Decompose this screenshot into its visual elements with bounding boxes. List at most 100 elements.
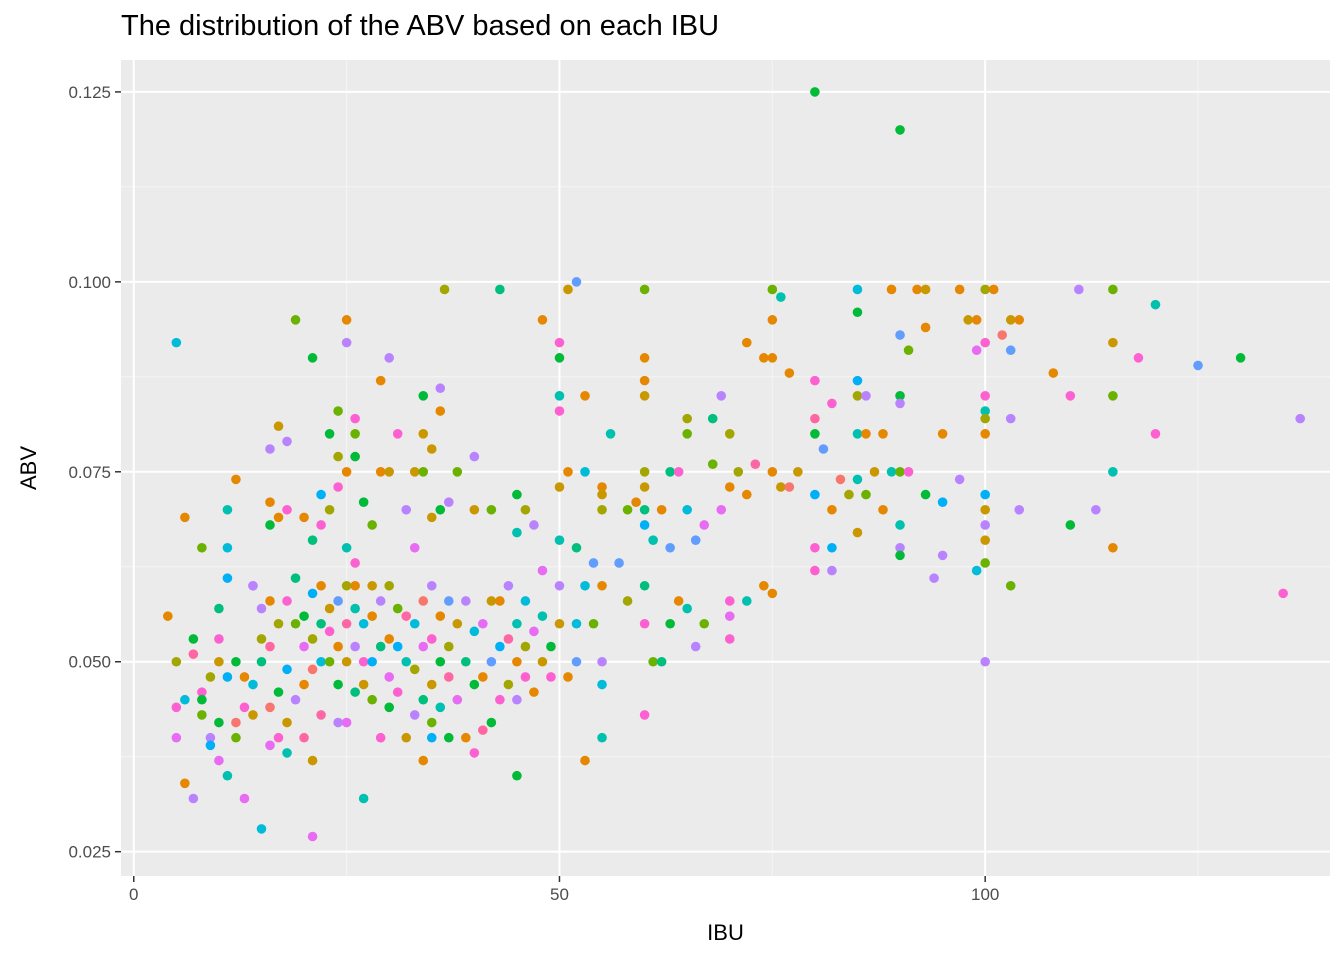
major-gridlines [121, 60, 1330, 876]
data-point [197, 694, 207, 705]
data-point [316, 710, 326, 720]
data-point [392, 429, 403, 439]
data-point [597, 504, 607, 515]
data-point [1005, 345, 1016, 356]
data-point [171, 732, 182, 743]
data-point [350, 603, 360, 614]
data-point [205, 732, 216, 743]
data-point [639, 375, 650, 386]
data-point [367, 656, 377, 667]
data-point [980, 504, 990, 515]
data-point [290, 573, 301, 583]
data-point [980, 284, 990, 295]
data-point [529, 520, 539, 530]
data-point [665, 542, 675, 553]
data-point [810, 542, 820, 553]
data-point [435, 611, 446, 621]
data-point [980, 520, 990, 530]
data-point [784, 368, 795, 378]
data-point [409, 710, 420, 720]
data-point [316, 580, 326, 591]
data-point [861, 429, 871, 439]
data-point [767, 353, 778, 363]
data-point [818, 444, 829, 454]
data-point [980, 656, 990, 667]
data-point [554, 535, 565, 545]
data-point [358, 679, 369, 690]
data-point [580, 755, 590, 766]
data-point [350, 687, 360, 697]
data-point [222, 770, 233, 781]
data-point [895, 466, 905, 477]
data-point [665, 466, 675, 477]
data-point [733, 466, 744, 477]
data-point [844, 489, 854, 500]
x-tick-label: 0 [129, 885, 138, 904]
data-point [707, 459, 718, 470]
data-point [784, 482, 795, 492]
data-point [418, 391, 429, 401]
data-point [282, 664, 292, 675]
data-point [639, 353, 650, 363]
data-point [350, 580, 360, 591]
data-point [307, 664, 318, 675]
data-point [409, 466, 420, 477]
data-point [171, 656, 182, 667]
data-point [724, 596, 735, 606]
data-point [682, 603, 692, 614]
data-point [443, 641, 454, 652]
data-point [1278, 588, 1288, 599]
data-point [852, 429, 863, 439]
data-point [639, 710, 650, 720]
data-point [912, 284, 922, 295]
data-point [597, 482, 607, 492]
data-point [197, 687, 207, 697]
data-point [810, 413, 820, 424]
data-point [971, 565, 982, 576]
data-point [435, 702, 446, 713]
data-point [333, 717, 343, 728]
data-point [741, 489, 752, 500]
data-point [767, 315, 778, 325]
data-point [273, 512, 284, 523]
data-point [461, 732, 471, 743]
data-point [554, 580, 565, 591]
data-point [537, 656, 548, 667]
data-point [461, 596, 471, 606]
data-point [1014, 504, 1025, 515]
data-point [478, 725, 488, 735]
data-point [776, 482, 786, 492]
data-point [316, 618, 326, 629]
data-point [639, 618, 650, 629]
data-point [937, 550, 948, 561]
data-point [324, 504, 335, 515]
data-point [1005, 580, 1016, 591]
data-point [554, 337, 565, 348]
data-point [367, 694, 377, 705]
data-point [980, 413, 990, 424]
data-point [418, 755, 429, 766]
data-point [988, 284, 999, 295]
data-point [273, 618, 284, 629]
data-point [180, 778, 190, 789]
data-point [520, 641, 531, 652]
data-point [1074, 284, 1084, 295]
data-point [384, 466, 394, 477]
data-point [929, 573, 939, 583]
data-point [741, 337, 752, 348]
data-point [980, 337, 990, 348]
data-point [903, 345, 914, 356]
x-tick-label: 50 [550, 885, 569, 904]
data-points [163, 87, 1306, 842]
data-point [512, 618, 522, 629]
data-point [452, 466, 463, 477]
data-point [537, 565, 548, 576]
data-point [963, 315, 973, 325]
chart-title: The distribution of the ABV based on eac… [121, 10, 720, 42]
data-point [265, 520, 275, 530]
data-point [392, 687, 403, 697]
data-point [443, 497, 454, 507]
data-point [810, 565, 820, 576]
data-point [222, 542, 233, 553]
data-point [895, 520, 905, 530]
